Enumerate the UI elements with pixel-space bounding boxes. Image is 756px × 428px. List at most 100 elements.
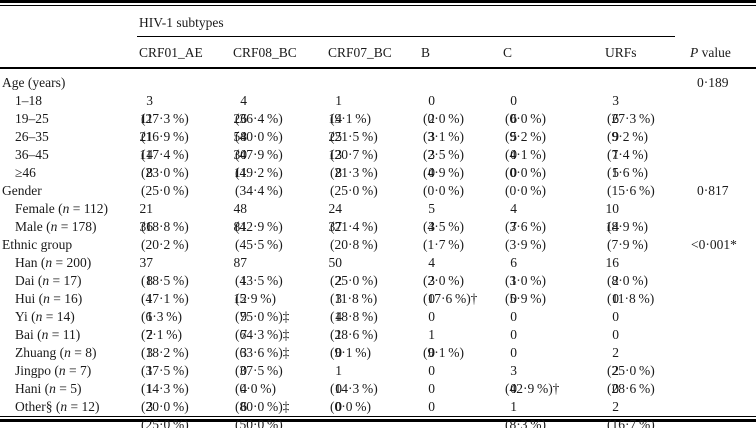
- count: 2: [146, 327, 153, 342]
- data-cell: 0: [501, 308, 603, 326]
- count: 2: [335, 273, 342, 288]
- count: 4: [240, 381, 247, 396]
- data-cell: 0: [501, 380, 603, 398]
- row-label: Female (n = 112): [15, 201, 108, 216]
- p-value-cell: [688, 380, 756, 398]
- percentage: (27·3 %): [607, 111, 655, 126]
- count: 21: [139, 129, 154, 144]
- row-label: 36–45: [15, 147, 49, 162]
- data-cell: 21 (17·4 %): [137, 128, 231, 162]
- data-cell: 0: [419, 398, 501, 416]
- data-cell: 4 (28·6 %): [326, 308, 419, 342]
- table-row: Jingpo (n = 7) 1 (14·3 %) 0 (0·0 %) 1 (14·3 %)…: [0, 362, 756, 396]
- percentage: (14·3 %): [330, 381, 378, 396]
- data-cell: 36 (20·2 %): [137, 218, 231, 252]
- data-cell: 0: [603, 326, 688, 344]
- count: 1: [146, 363, 153, 378]
- data-cell: 8 (25·0 %): [137, 164, 231, 198]
- count: 1: [510, 399, 517, 414]
- count: 0: [510, 147, 517, 162]
- table-row: Yi (n = 14) 1 (7·1 %) 9 (64·3 %)‡ 4 (28·6 %) 0 0…: [0, 308, 756, 342]
- count: 0: [612, 381, 619, 396]
- p-value-cell: [688, 200, 756, 218]
- percentage: (4·9 %): [423, 165, 464, 180]
- data-cell: 37 (18·5 %): [137, 254, 231, 288]
- count: 25: [328, 129, 343, 144]
- data-cell: [326, 236, 419, 254]
- percentage: (42·9 %)†: [505, 381, 560, 396]
- data-cell: 81 (45·5 %): [231, 218, 326, 252]
- row-label: Male (n = 178): [15, 219, 97, 234]
- data-cell: 0: [419, 290, 501, 308]
- count: 8: [146, 165, 153, 180]
- percentage: (47·1 %): [141, 291, 189, 306]
- top-rule-thick: [0, 0, 756, 3]
- n-italic: n: [35, 309, 43, 324]
- count: 0: [510, 345, 517, 360]
- count: 0: [510, 93, 517, 108]
- count: 3: [428, 273, 435, 288]
- n-italic: n: [49, 381, 56, 396]
- data-cell: [603, 236, 688, 254]
- percentage: (20·2 %): [141, 237, 189, 252]
- data-cell: [137, 74, 231, 92]
- row-label: Dai (n = 17): [15, 273, 82, 288]
- percentage: (64·3 %)‡: [235, 327, 290, 342]
- column-header-p-value: P value: [688, 45, 756, 61]
- data-cell: 1 (9·1 %): [419, 326, 501, 360]
- n-italic: n: [64, 345, 71, 360]
- data-cell: [326, 182, 419, 200]
- top-rule-thin: [0, 5, 756, 6]
- table-row: Dai (n = 17) 8 (47·1 %) 1 (5·9 %) 2 (11·8 %) 3(…: [0, 272, 756, 306]
- data-cell: 3 (37·5 %): [137, 344, 231, 378]
- p-value-cell: 0·189: [688, 74, 756, 92]
- percentage: (37·5 %): [235, 363, 283, 378]
- count: 7: [240, 327, 247, 342]
- data-cell: [231, 74, 326, 92]
- group-row: Gender 0·817: [0, 182, 756, 200]
- count: 4: [428, 255, 435, 270]
- n-italic: n: [50, 219, 58, 234]
- data-cell: 0: [326, 344, 419, 362]
- data-cell: 0: [603, 380, 688, 398]
- table-row: Han (n = 200) 37 (18·5 %) 87 (43·5 %) 50 (25·0…: [0, 254, 756, 288]
- percentage: (5·9 %): [505, 291, 546, 306]
- percentage: (6·3 %): [141, 309, 182, 324]
- p-value-cell: [688, 398, 756, 416]
- count: 13: [328, 147, 343, 162]
- table-row: Zhuang (n = 8) 3 (37·5 %) 3 (37·5 %) 0 0 0 2 (25·…: [0, 344, 756, 378]
- p-value-cell: [688, 290, 756, 308]
- percentage: (15·6 %): [607, 183, 655, 198]
- data-cell: 1 (9·1 %): [326, 326, 419, 360]
- data-cell: 24 (21·4 %): [326, 200, 419, 234]
- percentage: (11·8 %): [330, 291, 378, 306]
- data-cell: 14 (7·9 %): [603, 218, 688, 252]
- count: 30: [233, 147, 248, 162]
- n-italic: n: [45, 255, 53, 270]
- percentage: (25·0 %): [141, 183, 189, 198]
- data-cell: 3 (17·6 %)†: [419, 272, 501, 306]
- data-cell: 58 (47·9 %): [231, 128, 326, 162]
- header-body-rule: [0, 67, 756, 69]
- data-cell: 3 (37·5 %): [231, 344, 326, 378]
- data-cell: 87 (43·5 %): [231, 254, 326, 288]
- percentage: (4·5 %): [423, 219, 464, 234]
- data-cell: 12 (75·0 %)‡: [231, 290, 326, 324]
- percentage: (36·4 %): [235, 111, 283, 126]
- count: 1: [335, 93, 342, 108]
- data-cell: 3 (27·3 %): [137, 92, 231, 126]
- percentage: (21·3 %): [330, 165, 378, 180]
- count: 0: [612, 291, 619, 306]
- count: 0: [428, 309, 435, 324]
- table-row: Other§ (n = 12) 3 (25·0 %) 6 (50·0 %) 0 0 1 (8·3…: [0, 398, 756, 428]
- row-label: ≥46: [15, 165, 36, 180]
- percentage: (9·1 %): [330, 345, 371, 360]
- table-row: Hui (n = 16) 1 (6·3 %) 12 (75·0 %)‡ 3 (18·8 %)…: [0, 290, 756, 324]
- percentage: (25·0 %): [607, 363, 655, 378]
- data-cell: 5 (4·5 %): [419, 200, 501, 234]
- row-label: Hui (n = 16): [15, 291, 83, 306]
- table-row: Bai (n = 11) 2 (18·2 %) 7 (63·6 %)‡ 1 (9·1 %) 1…: [0, 326, 756, 360]
- count: 36: [139, 219, 154, 234]
- data-cell: 3 (25·0 %): [137, 398, 231, 428]
- p-value-cell: [688, 344, 756, 362]
